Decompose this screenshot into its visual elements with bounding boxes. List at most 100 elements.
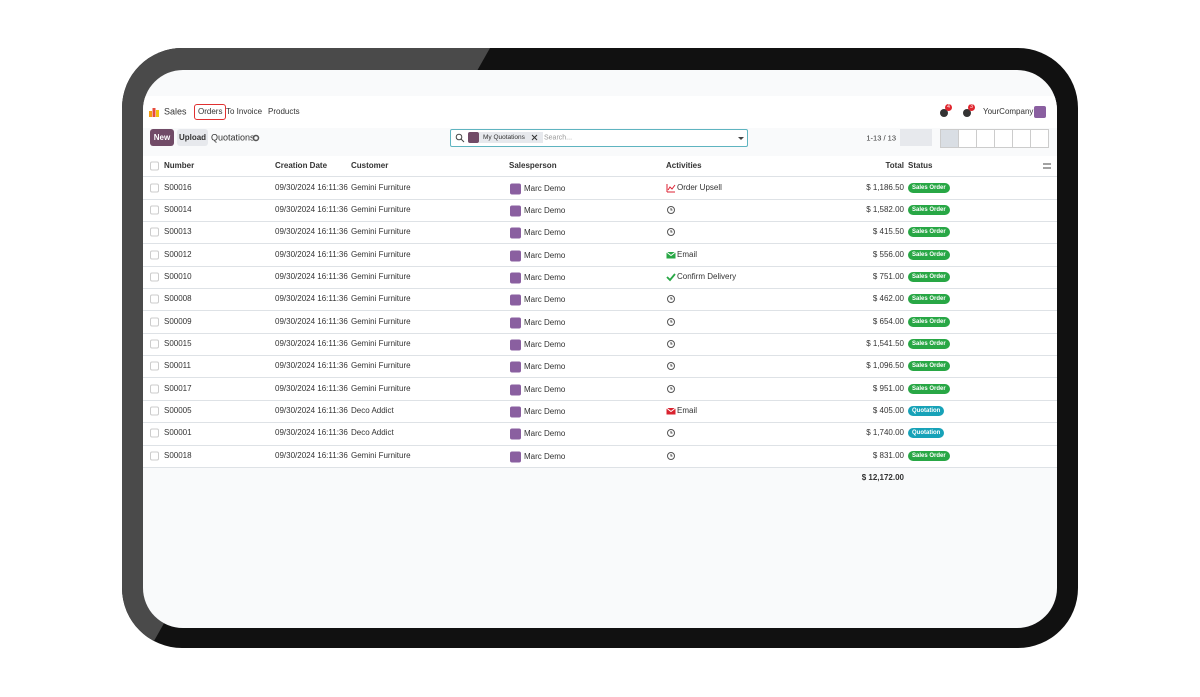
activity-icon [666, 428, 676, 438]
menu-item[interactable]: To Invoice [226, 107, 263, 116]
order-number[interactable]: S00005 [164, 406, 192, 415]
salesperson: Marc Demo [524, 250, 566, 260]
activity-icon [666, 451, 676, 461]
new-button[interactable]: New [150, 129, 174, 146]
activity[interactable]: Order Upsell [677, 182, 722, 192]
navbar [143, 96, 1057, 128]
pager-prev[interactable] [900, 129, 916, 146]
row-checkbox[interactable] [150, 384, 159, 394]
facet[interactable]: My Quotations [479, 132, 543, 143]
search-input[interactable]: Search... [544, 134, 573, 142]
customer: Deco Addict [351, 406, 394, 415]
order-number[interactable]: S00010 [164, 271, 192, 281]
order-number[interactable]: S00013 [164, 227, 192, 237]
activity[interactable]: Email [677, 249, 698, 259]
view-switch[interactable] [940, 129, 959, 148]
creation-date: 09/30/2024 16:11:36 [275, 428, 348, 438]
app-name[interactable]: Sales [164, 106, 187, 117]
row-checkbox[interactable] [150, 227, 159, 237]
menu-item[interactable]: Products [268, 107, 300, 116]
total: $ 751.00 [872, 271, 904, 281]
upload-button[interactable]: Upload [177, 129, 208, 146]
creation-date: 09/30/2024 16:11:36 [275, 204, 348, 214]
row-checkbox[interactable] [150, 317, 159, 327]
row-checkbox[interactable] [150, 183, 159, 192]
order-number[interactable]: S00012 [164, 249, 192, 259]
notification-badge: 3 [968, 104, 975, 111]
notification-badge: 4 [945, 104, 952, 111]
activity-icon [666, 406, 676, 416]
row-checkbox[interactable] [150, 205, 159, 215]
salesperson-avatar [510, 361, 521, 373]
salesperson-avatar [510, 250, 521, 262]
customer: Gemini Furniture [351, 227, 411, 237]
customer: Gemini Furniture [351, 182, 411, 192]
customer: Gemini Furniture [351, 316, 411, 326]
company-name[interactable]: YourCompany [983, 107, 1034, 116]
pager-next[interactable] [916, 129, 932, 146]
total: $ 654.00 [872, 316, 904, 326]
salesperson: Marc Demo [524, 228, 566, 238]
facet-remove [530, 133, 540, 143]
app-logo [149, 107, 159, 117]
activity[interactable]: Confirm Delivery [677, 271, 737, 281]
user-avatar[interactable] [1034, 106, 1046, 118]
total: $ 405.00 [872, 406, 904, 415]
salesperson-avatar [510, 272, 521, 284]
activity-icon [666, 384, 676, 394]
salesperson: Marc Demo [524, 451, 566, 461]
salesperson: Marc Demo [524, 384, 566, 394]
column-header[interactable]: Creation Date [275, 161, 328, 170]
customer: Gemini Furniture [351, 450, 411, 460]
row-checkbox[interactable] [150, 294, 159, 304]
status-badge: Sales Order [908, 227, 950, 238]
order-number[interactable]: S00018 [164, 450, 192, 460]
view-switch[interactable] [958, 129, 977, 148]
row-checkbox[interactable] [150, 451, 159, 461]
column-header[interactable]: Salesperson [509, 161, 557, 170]
view-switch[interactable] [1030, 129, 1049, 148]
view-switch[interactable] [994, 129, 1013, 148]
column-header[interactable]: Number [164, 161, 195, 170]
row-line [143, 355, 1057, 357]
order-number[interactable]: S00009 [164, 316, 192, 326]
column-header[interactable]: Customer [351, 161, 389, 170]
row-line [143, 444, 1057, 446]
row-checkbox[interactable] [150, 272, 159, 282]
status-badge: Sales Order [908, 271, 950, 282]
select-all[interactable] [150, 161, 159, 171]
order-number[interactable]: S00017 [164, 383, 192, 393]
column-header[interactable]: Status [908, 161, 933, 170]
total: $ 1,186.50 [866, 182, 904, 192]
activity[interactable]: Email [677, 406, 698, 415]
row-checkbox[interactable] [150, 250, 159, 260]
salesperson-avatar [510, 205, 521, 217]
salesperson-avatar [510, 384, 521, 396]
row-checkbox[interactable] [150, 361, 159, 371]
activity-icon [666, 317, 676, 327]
view-switch[interactable] [1012, 129, 1031, 148]
creation-date: 09/30/2024 16:11:36 [275, 271, 348, 281]
activity-icon [666, 361, 676, 371]
view-switch[interactable] [976, 129, 995, 148]
row-line [143, 422, 1057, 424]
total: $ 951.00 [872, 383, 904, 393]
screen: Sales Orders To Invoice Products 4 3 YourCompa… [143, 70, 1057, 628]
row-checkbox[interactable] [150, 339, 159, 349]
order-number[interactable]: S00008 [164, 294, 192, 304]
creation-date: 09/30/2024 16:11:36 [275, 338, 348, 348]
grand-total: $ 12,172.00 [861, 473, 904, 483]
row-checkbox[interactable] [150, 406, 159, 416]
notification-icon [939, 108, 949, 118]
menu-item[interactable]: Orders [193, 104, 227, 120]
order-number[interactable]: S00015 [164, 338, 192, 348]
view-title: Quotations [211, 132, 255, 143]
order-number[interactable]: S00014 [164, 204, 192, 214]
order-number[interactable]: S00001 [164, 428, 192, 438]
salesperson-avatar [510, 294, 521, 306]
order-number[interactable]: S00016 [164, 182, 192, 192]
column-header[interactable]: Activities [666, 161, 702, 170]
row-checkbox[interactable] [150, 428, 159, 438]
order-number[interactable]: S00011 [164, 361, 191, 371]
